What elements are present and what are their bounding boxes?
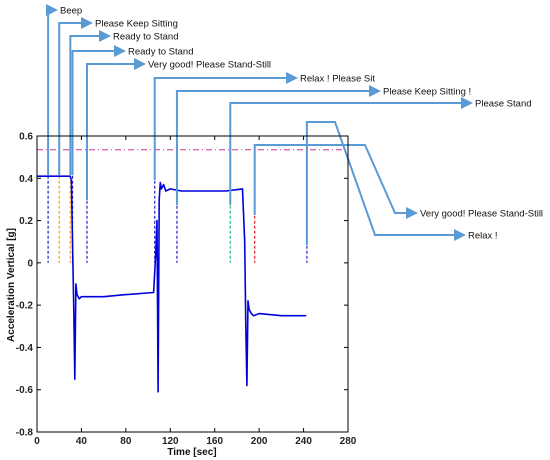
- annotation-arrow-4: [85, 58, 146, 200]
- y-tick-label: 0: [27, 258, 33, 269]
- y-tick-label: -0.6: [16, 385, 34, 396]
- series-point: [103, 296, 105, 298]
- series-point: [76, 293, 78, 296]
- series-point: [78, 298, 80, 300]
- y-tick-label: -0.2: [16, 301, 34, 312]
- series-point: [252, 315, 255, 317]
- x-tick-label: 280: [340, 436, 357, 447]
- annotation-label-4: Very good! Please Stand-Still: [148, 60, 271, 71]
- series-point: [248, 308, 250, 310]
- annotation-arrow-9: [305, 121, 466, 245]
- series-point: [157, 391, 159, 393]
- series-point: [250, 313, 252, 315]
- annotation-arrow-5: [153, 72, 298, 180]
- annotation-arrow-1: [58, 17, 93, 175]
- event-annotations: Beep Please Keep Sitting Ready to Stand Rea…: [46, 4, 543, 245]
- series-point: [69, 175, 71, 177]
- plot-frame: [36, 135, 349, 433]
- series-point: [203, 190, 205, 192]
- series-point: [280, 315, 282, 317]
- series-point: [305, 315, 307, 317]
- series-line-0: [37, 175, 306, 393]
- series-point: [71, 241, 74, 243]
- annotation-label-9: Relax !: [468, 231, 498, 242]
- annotation-arrow-2: [69, 30, 111, 175]
- y-tick-label: -0.4: [16, 343, 34, 354]
- annotation-arrow-0: [46, 4, 58, 175]
- series-point: [247, 300, 249, 302]
- annotation-label-8: Very good! Please Stand-Still: [420, 209, 543, 220]
- series-point: [246, 384, 248, 387]
- series-point: [258, 313, 260, 315]
- annotation-arrow-8: [253, 144, 418, 219]
- series-point: [165, 190, 167, 192]
- series-point: [155, 251, 157, 253]
- y-tick-label: 0.2: [19, 216, 33, 227]
- series-point: [74, 378, 76, 380]
- annotation-label-3: Ready to Stand: [128, 47, 194, 58]
- annotation-arrow-3: [71, 45, 126, 175]
- series-point: [169, 188, 171, 190]
- x-tick-label: 0: [34, 436, 40, 447]
- series-point: [156, 219, 158, 222]
- annotation-arrow-6: [175, 85, 381, 205]
- series-point: [73, 304, 75, 306]
- x-tick-label: 40: [76, 436, 88, 447]
- series-point: [80, 296, 83, 298]
- series-point: [241, 188, 244, 190]
- series-point: [75, 283, 77, 285]
- series-point: [163, 184, 165, 186]
- annotation-label-5: Relax ! Please Sit: [300, 74, 375, 85]
- x-tick-label: 80: [120, 436, 132, 447]
- series-point: [225, 190, 227, 192]
- plot-area: [36, 149, 348, 393]
- x-axis-title: Time [sec]: [167, 447, 216, 458]
- series-point: [244, 241, 246, 243]
- series-point: [153, 291, 155, 294]
- y-axis-title: Acceleration Vertical [g]: [6, 228, 17, 342]
- x-tick-label: 240: [295, 436, 312, 447]
- series-point: [158, 198, 160, 201]
- annotation-label-7: Please Stand: [475, 99, 532, 110]
- series-point: [180, 190, 182, 192]
- series-point: [70, 179, 73, 181]
- annotation-arrow-7: [229, 97, 473, 205]
- axes: 0 40 80 120 160 200 240 280 -0.8 -0.6 -0.4 -0.2 0 0.2…: [16, 132, 357, 448]
- annotation-label-1: Please Keep Sitting: [95, 19, 178, 30]
- annotation-label-2: Ready to Stand: [113, 32, 179, 43]
- series-point: [302, 315, 305, 317]
- series-point: [159, 181, 161, 184]
- annotation-label-0: Beep: [60, 6, 82, 17]
- y-tick-label: 0.6: [19, 132, 33, 143]
- y-tick-label: 0.4: [19, 174, 33, 185]
- series-point: [160, 188, 162, 190]
- x-tick-label: 200: [251, 436, 268, 447]
- y-tick-label: -0.8: [16, 428, 34, 439]
- series-point: [125, 293, 127, 296]
- annotation-label-6: Please Keep Sitting !: [383, 87, 471, 98]
- x-tick-label: 160: [206, 436, 223, 447]
- series-point: [245, 325, 247, 327]
- x-tick-label: 120: [162, 436, 179, 447]
